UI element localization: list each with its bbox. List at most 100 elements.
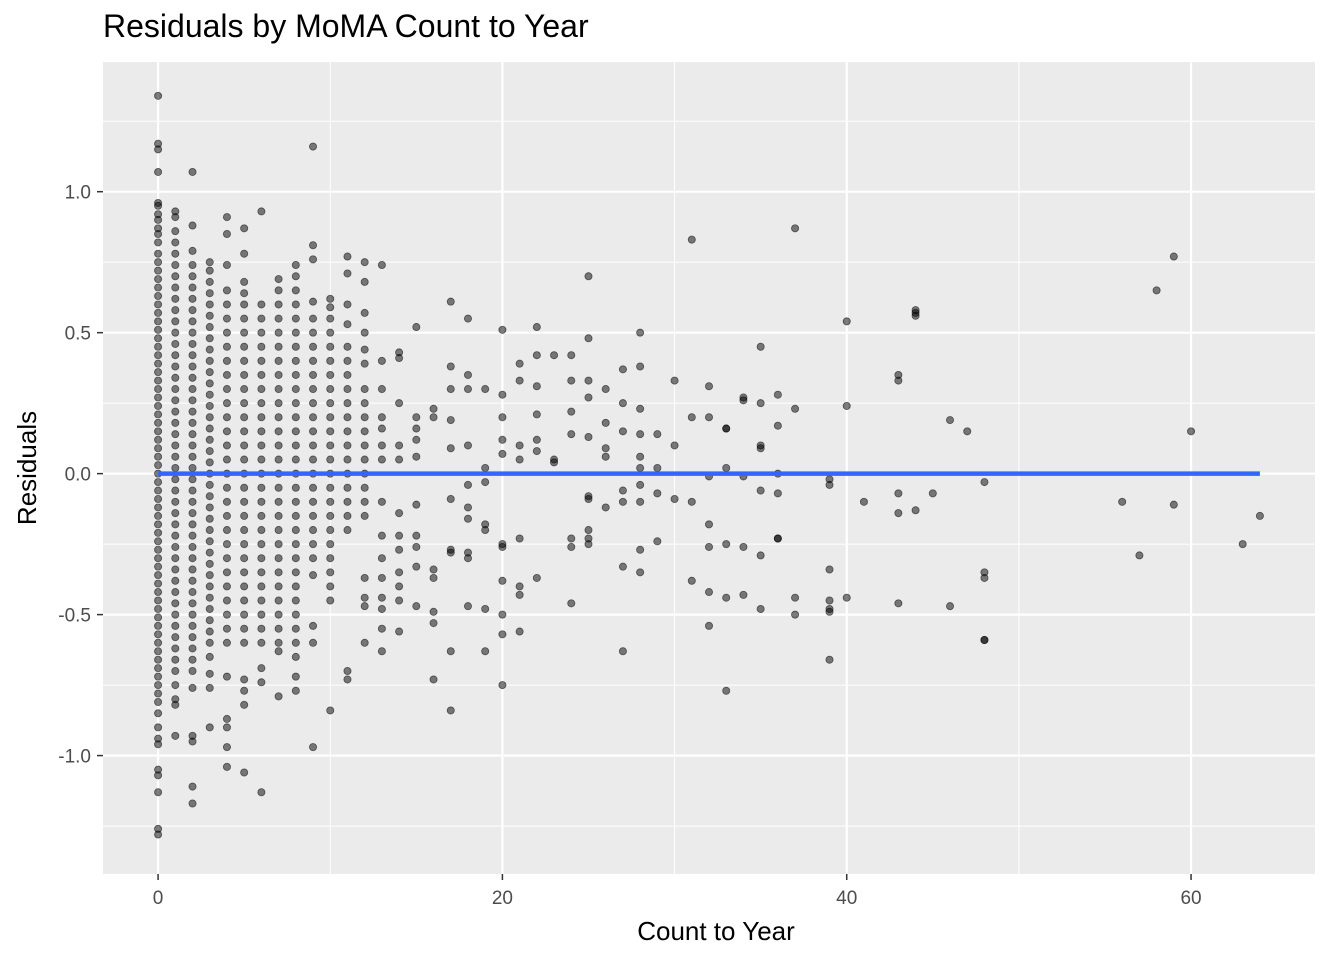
data-point	[205, 447, 214, 456]
data-point	[205, 311, 214, 320]
data-point	[309, 540, 318, 549]
data-point	[291, 342, 300, 351]
data-point	[222, 638, 231, 647]
data-point	[154, 249, 163, 258]
data-point	[257, 413, 266, 422]
data-point	[240, 768, 249, 777]
data-point	[257, 638, 266, 647]
data-point	[687, 413, 696, 422]
data-point	[188, 588, 197, 597]
data-point	[309, 621, 318, 630]
data-point	[154, 689, 163, 698]
data-point	[395, 399, 404, 408]
data-point	[291, 260, 300, 269]
data-point	[171, 509, 180, 518]
data-point	[240, 399, 249, 408]
data-point	[240, 328, 249, 337]
data-point	[395, 509, 404, 518]
data-point	[584, 540, 593, 549]
data-point	[171, 407, 180, 416]
data-point	[188, 317, 197, 326]
data-point	[188, 260, 197, 269]
data-point	[980, 635, 989, 644]
data-point	[291, 399, 300, 408]
data-point	[326, 540, 335, 549]
data-point	[240, 638, 249, 647]
data-point	[257, 342, 266, 351]
data-point	[222, 213, 231, 222]
data-point	[395, 627, 404, 636]
data-point	[532, 410, 541, 419]
data-point	[532, 323, 541, 332]
data-point	[722, 463, 731, 472]
data-point	[171, 486, 180, 495]
data-point	[240, 342, 249, 351]
data-point	[309, 328, 318, 337]
data-point	[222, 762, 231, 771]
data-point	[377, 554, 386, 563]
data-point	[188, 497, 197, 506]
data-point	[360, 413, 369, 422]
data-point	[343, 667, 352, 676]
x-tick-label: 0	[153, 888, 164, 909]
data-point	[481, 604, 490, 613]
data-point	[291, 554, 300, 563]
data-point	[463, 602, 472, 611]
data-point	[274, 300, 283, 309]
data-point	[154, 91, 163, 100]
data-point	[171, 227, 180, 236]
data-point	[240, 610, 249, 619]
data-point	[257, 664, 266, 673]
data-point	[343, 342, 352, 351]
data-point	[154, 698, 163, 707]
data-point	[532, 573, 541, 582]
data-point	[636, 463, 645, 472]
data-point	[222, 286, 231, 295]
data-point	[205, 413, 214, 422]
data-point	[756, 551, 765, 560]
data-point	[498, 610, 507, 619]
data-point	[205, 683, 214, 692]
data-point	[205, 480, 214, 489]
data-point	[377, 604, 386, 613]
data-point	[274, 342, 283, 351]
data-point	[515, 582, 524, 591]
data-point	[274, 356, 283, 365]
data-point	[515, 376, 524, 385]
data-point	[154, 334, 163, 343]
data-point	[188, 351, 197, 360]
data-point	[567, 430, 576, 439]
data-point	[429, 413, 438, 422]
data-point	[291, 441, 300, 450]
data-point	[618, 365, 627, 374]
data-point	[567, 376, 576, 385]
data-point	[188, 799, 197, 808]
data-point	[360, 441, 369, 450]
data-point	[171, 351, 180, 360]
data-point	[636, 452, 645, 461]
data-point	[205, 627, 214, 636]
chart-title: Residuals by MoMA Count to Year	[103, 8, 589, 44]
data-point	[515, 359, 524, 368]
data-point	[240, 675, 249, 684]
data-point	[498, 449, 507, 458]
data-point	[653, 537, 662, 546]
data-point	[222, 328, 231, 337]
data-point	[171, 542, 180, 551]
data-point	[171, 681, 180, 690]
data-point	[584, 526, 593, 535]
data-point	[360, 399, 369, 408]
data-point	[205, 356, 214, 365]
data-point	[205, 723, 214, 732]
data-point	[429, 565, 438, 574]
data-point	[1135, 551, 1144, 560]
data-point	[618, 399, 627, 408]
data-point	[274, 399, 283, 408]
data-point	[154, 709, 163, 718]
data-point	[532, 447, 541, 456]
data-point	[429, 404, 438, 413]
data-point	[722, 593, 731, 602]
data-point	[154, 201, 163, 210]
data-point	[188, 418, 197, 427]
data-point	[205, 571, 214, 580]
